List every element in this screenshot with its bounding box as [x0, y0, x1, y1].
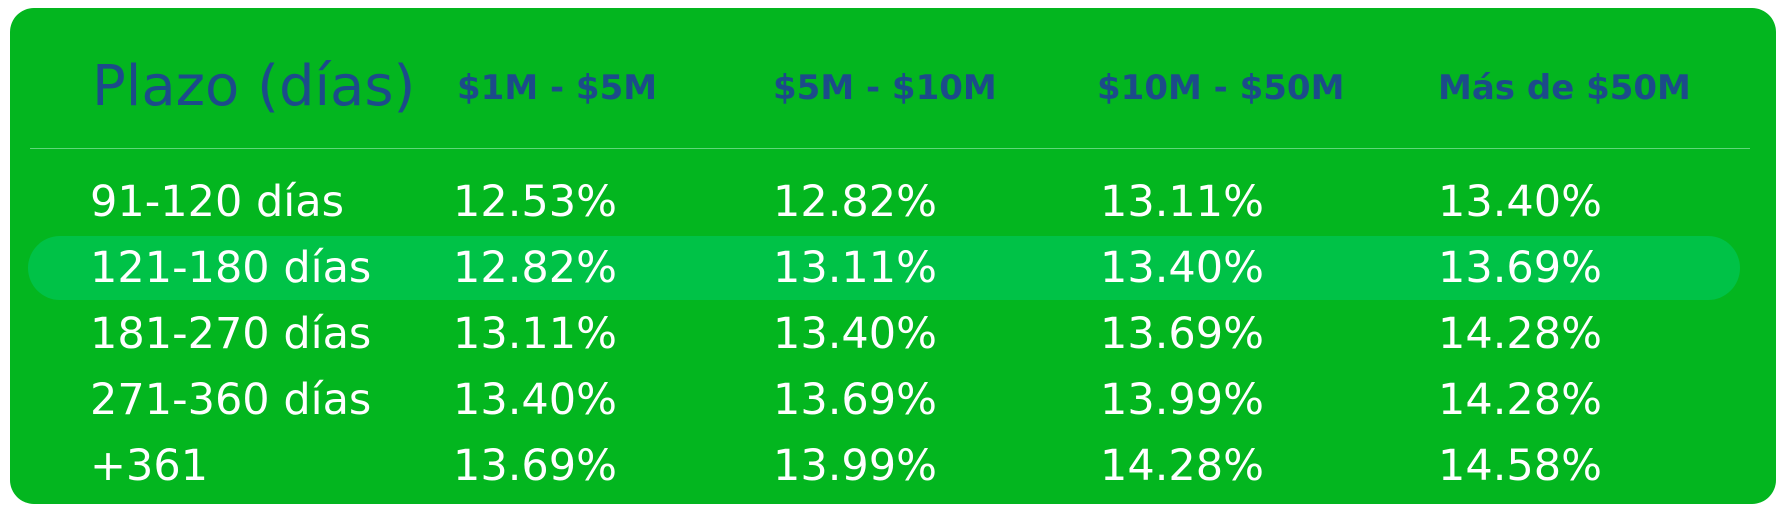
header-term-column: Plazo (días): [92, 54, 416, 119]
table-row: +361 13.69% 13.99% 14.28% 14.58%: [10, 434, 1776, 500]
table-row-highlighted: 121-180 días 12.82% 13.11% 13.40% 13.69%: [10, 236, 1776, 302]
rate-cell: 12.82%: [773, 177, 937, 227]
term-cell: 91-120 días: [90, 177, 344, 227]
rates-table-card: Plazo (días) $1M - $5M $5M - $10M $10M -…: [10, 8, 1776, 504]
rate-cell: 13.40%: [1100, 243, 1264, 293]
table-header-row: Plazo (días) $1M - $5M $5M - $10M $10M -…: [10, 8, 1776, 148]
header-amount-column-2: $5M - $10M: [773, 68, 997, 108]
term-cell: +361: [90, 441, 209, 491]
rate-cell: 13.40%: [773, 309, 937, 359]
table-row: 91-120 días 12.53% 12.82% 13.11% 13.40%: [10, 170, 1776, 236]
rate-cell: 14.28%: [1438, 309, 1602, 359]
header-divider: [30, 148, 1750, 149]
rate-cell: 14.28%: [1100, 441, 1264, 491]
term-cell: 271-360 días: [90, 375, 372, 425]
rate-cell: 13.99%: [1100, 375, 1264, 425]
rate-cell: 13.40%: [453, 375, 617, 425]
rate-cell: 13.11%: [453, 309, 617, 359]
rate-cell: 13.69%: [453, 441, 617, 491]
rate-cell: 13.99%: [773, 441, 937, 491]
rate-cell: 14.28%: [1438, 375, 1602, 425]
rate-cell: 13.69%: [1438, 243, 1602, 293]
table-row: 181-270 días 13.11% 13.40% 13.69% 14.28%: [10, 302, 1776, 368]
rate-cell: 14.58%: [1438, 441, 1602, 491]
rate-cell: 12.53%: [453, 177, 617, 227]
header-amount-column-4: Más de $50M: [1438, 68, 1691, 108]
rate-cell: 13.11%: [773, 243, 937, 293]
rate-cell: 12.82%: [453, 243, 617, 293]
term-cell: 181-270 días: [90, 309, 372, 359]
table-body: 91-120 días 12.53% 12.82% 13.11% 13.40% …: [10, 170, 1776, 500]
header-amount-column-1: $1M - $5M: [457, 68, 658, 108]
rate-cell: 13.40%: [1438, 177, 1602, 227]
rate-cell: 13.69%: [1100, 309, 1264, 359]
table-row: 271-360 días 13.40% 13.69% 13.99% 14.28%: [10, 368, 1776, 434]
header-amount-column-3: $10M - $50M: [1097, 68, 1345, 108]
rate-cell: 13.69%: [773, 375, 937, 425]
term-cell: 121-180 días: [90, 243, 372, 293]
rate-cell: 13.11%: [1100, 177, 1264, 227]
